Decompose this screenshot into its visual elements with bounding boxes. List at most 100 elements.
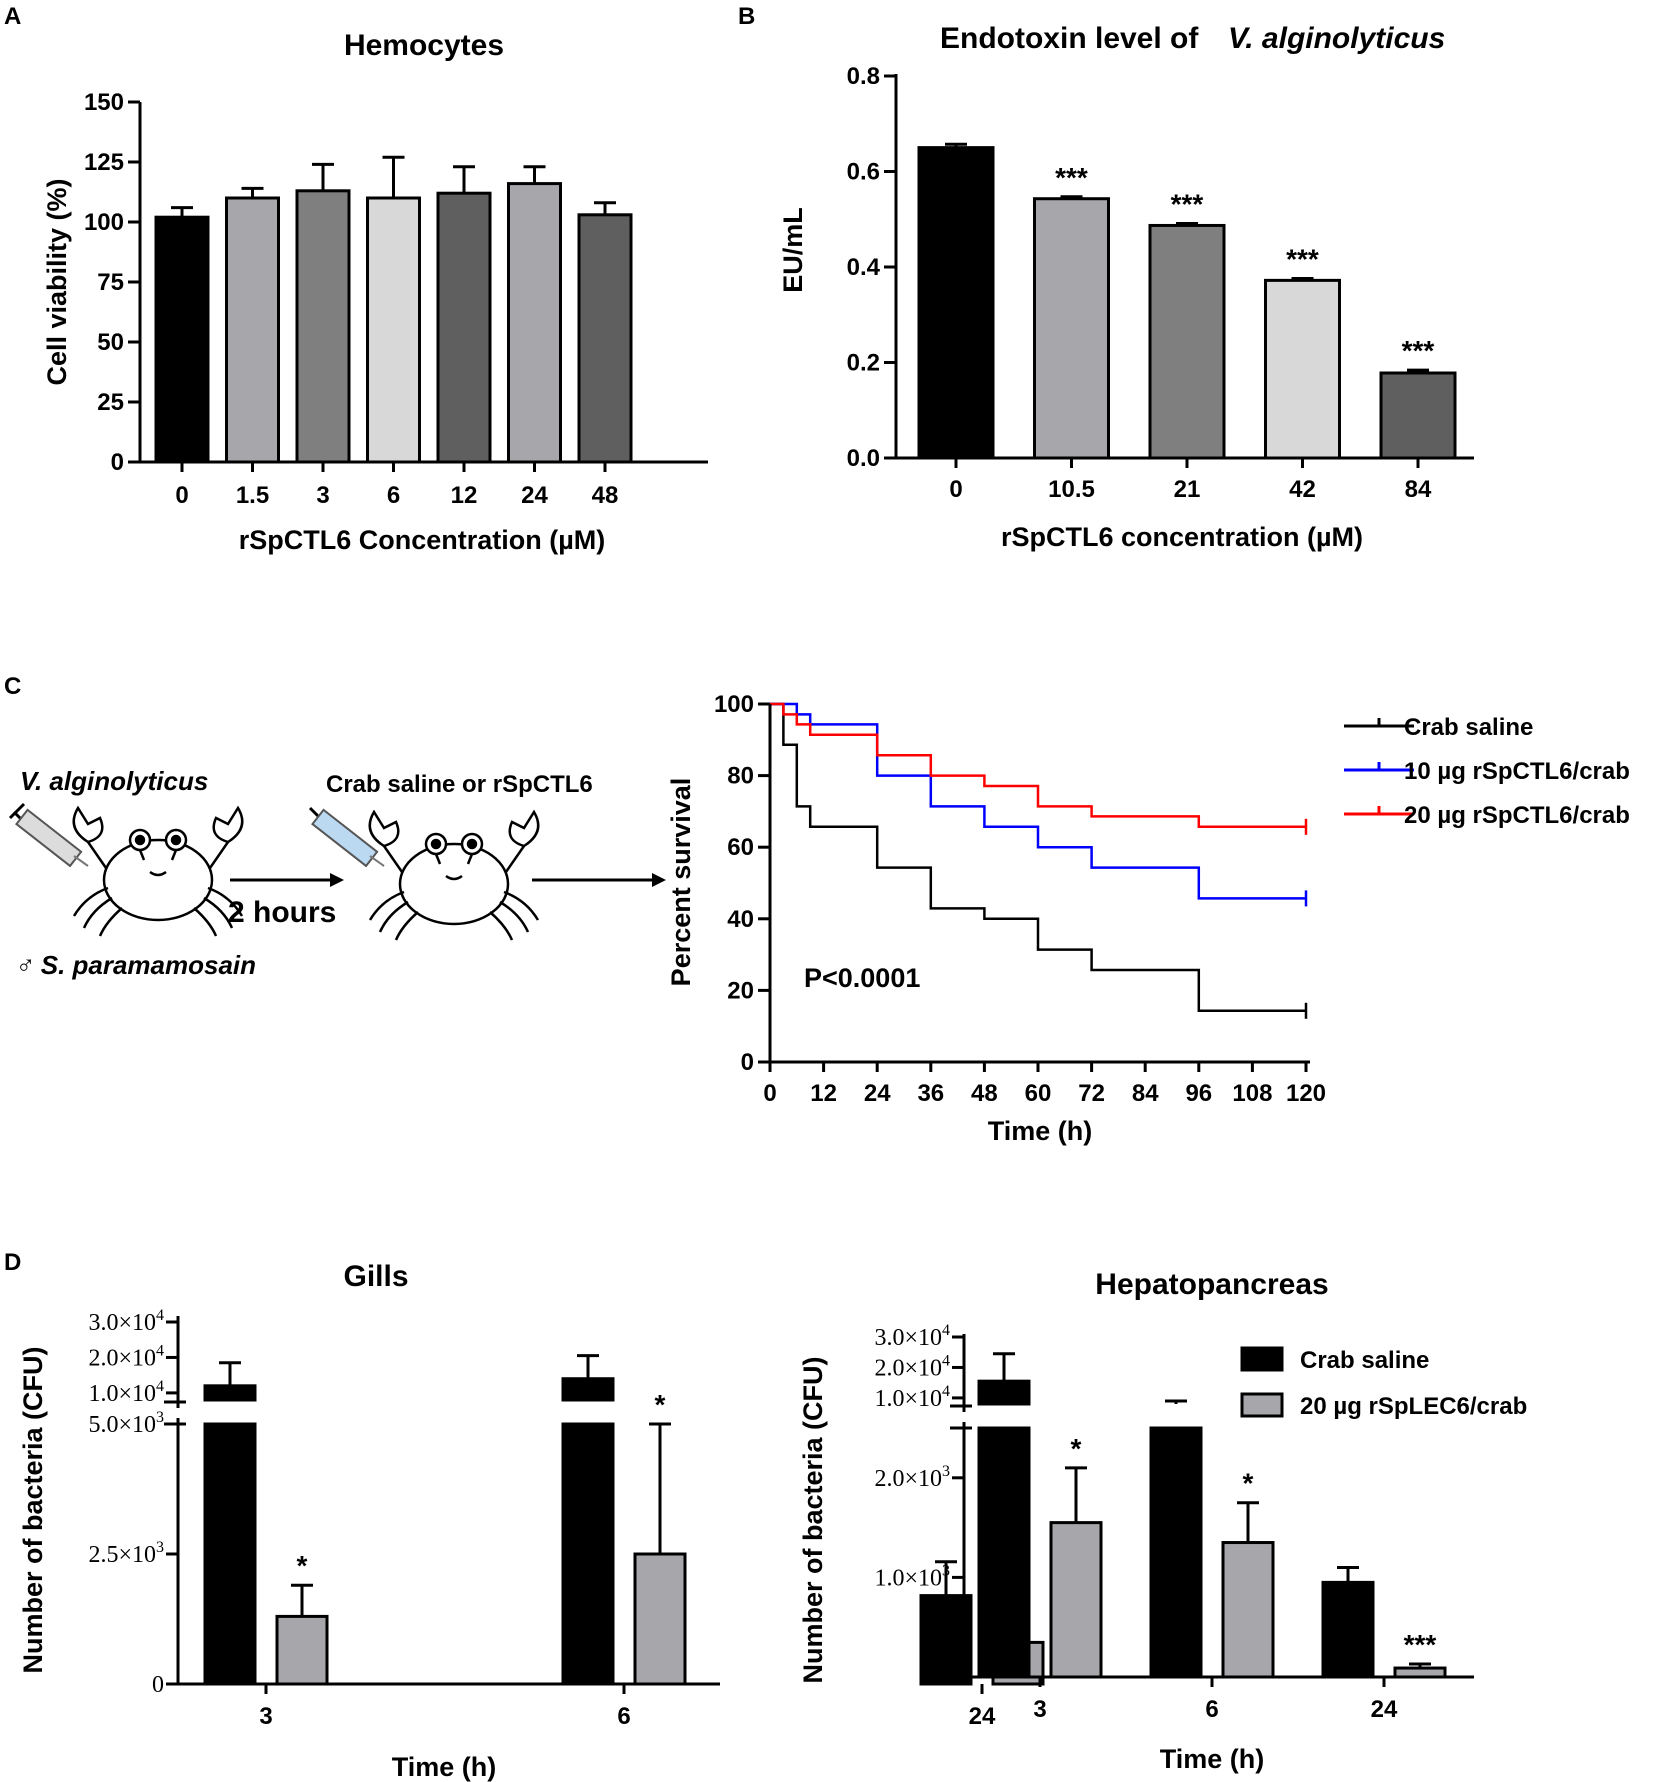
panel-c-series-line [770, 702, 1306, 829]
panel-d-gills-xtick-label: 6 [617, 1703, 630, 1730]
panel-a-ytick-label: 150 [84, 89, 124, 116]
panel-d-hepato-ytick-label: 1.0×103 [874, 1562, 950, 1591]
panel-c-yticks: 0 20 40 60 80 100 [714, 691, 770, 1076]
panel-b-title-text: Endotoxin level of [940, 22, 1199, 55]
panel-d-gills-bars: ** [203, 1354, 1045, 1686]
panel-d-hepato-ytick-label: 0 [938, 1665, 950, 1691]
panel-b-xlabel: rSpCTL6 concentration (µM) [1001, 522, 1363, 552]
panel-label-d: D [4, 1249, 21, 1276]
panel-a-bar [507, 182, 562, 464]
panel-d-gills-significance: * [655, 1389, 666, 1420]
panel-d-gills-title: Gills [343, 1260, 408, 1293]
panel-d-gills-bar-upper [203, 1384, 257, 1402]
panel-a-bar [366, 196, 421, 464]
panel-c-xtick-label: 84 [1132, 1080, 1159, 1107]
panel-d-hepato-title: Hepatopancreas [1095, 1268, 1328, 1301]
arrow-right-icon [230, 873, 344, 887]
panel-d-hepato-bar [1049, 1521, 1103, 1679]
panel-c-legend-label: 20 µg rSpCTL6/crab [1404, 802, 1630, 829]
panel-b-chart: Endotoxin level of V. alginolyticus EU/m… [778, 22, 1474, 552]
panel-d-hepato-chart: Hepatopancreas Number of bacteria (CFU) … [798, 1268, 1527, 1774]
panel-a-xlabel: rSpCTL6 Concentration (µM) [239, 525, 606, 555]
panel-d-gills-xlabel: Time (h) [392, 1752, 497, 1782]
schematic-bacteria-label: V. alginolyticus [20, 766, 208, 796]
panel-d-hepato-significance: *** [1404, 1629, 1437, 1660]
panel-b-ytick-label: 0.2 [847, 350, 880, 377]
panel-b-yticks: 0.0 0.2 0.4 0.6 0.8 [847, 63, 896, 472]
panel-c-pvalue: P<0.0001 [804, 963, 920, 993]
panel-c-xtick-label: 60 [1025, 1080, 1052, 1107]
panel-d-hepato-ytick-label: 3.0×104 [874, 1322, 950, 1351]
panel-d-gills-chart: Gills Number of bacteria (CFU) Time (h) … [18, 1260, 1045, 1782]
panel-c-xtick-label: 72 [1078, 1080, 1105, 1107]
panel-a-ytick-label: 0 [111, 449, 124, 476]
panel-c-ylabel: Percent survival [666, 778, 696, 987]
panel-b-xtick-label: 84 [1405, 476, 1432, 503]
panel-label-b: B [738, 3, 755, 30]
panel-c-ytick-label: 80 [727, 763, 754, 790]
panel-b-bar [1379, 371, 1457, 460]
panel-a-bar [577, 213, 633, 464]
panel-c-chart: Percent survival Time (h) P<0.0001 0 20 40… [666, 691, 1630, 1146]
panel-d-hepato-bar-lower [1149, 1426, 1203, 1679]
panel-c-series-line [770, 702, 1306, 900]
panel-a-ytick-label: 75 [97, 269, 124, 296]
panel-c-xtick-label: 48 [971, 1080, 998, 1107]
panel-d-hepato-significance: * [1071, 1433, 1082, 1464]
panel-d-hepato-legend-swatch [1240, 1346, 1284, 1372]
panel-c-schematic: V. alginolyticus Crab saline or rSpCTL6 … [8, 766, 666, 980]
panel-a-xtick-label: 12 [451, 482, 478, 509]
panel-b-bar [1264, 278, 1341, 460]
panel-b-bar [1148, 223, 1226, 460]
panel-a-title: Hemocytes [344, 29, 504, 62]
panel-d-gills-significance: * [297, 1550, 308, 1581]
panel-a-yticks: 0 25 50 75 100 125 150 [84, 89, 140, 476]
panel-a-xticks: 0 1.5 3 6 12 24 48 [175, 462, 618, 509]
panel-a-bar [436, 191, 492, 464]
panel-d-gills-ylabel: Number of bacteria (CFU) [18, 1346, 48, 1673]
panel-d-hepato-bar [1321, 1580, 1375, 1679]
panel-b-ylabel: EU/mL [778, 207, 808, 293]
crab-icon [368, 809, 540, 941]
panel-c-xtick-label: 108 [1232, 1080, 1272, 1107]
panel-b-ytick-label: 0.4 [847, 254, 881, 281]
panel-c-ytick-label: 0 [741, 1049, 754, 1076]
panel-b-ytick-label: 0.8 [847, 63, 880, 90]
panel-a-ylabel: Cell viability (%) [42, 178, 72, 385]
panel-c-series-line [770, 702, 1306, 1013]
panel-label-a: A [4, 3, 21, 30]
panel-d-hepato-xticks: 3 6 24 [1033, 1677, 1398, 1723]
panel-c-xlabel: Time (h) [988, 1116, 1093, 1146]
panel-b-ytick-label: 0.6 [847, 159, 880, 186]
schematic-species-label: ♂ S. paramamosain [14, 950, 256, 980]
panel-d-gills-xtick-label: 24 [969, 1703, 996, 1730]
panel-a-xtick-label: 3 [316, 482, 329, 509]
panel-b-xticks: 0 10.5 21 42 84 [949, 458, 1432, 503]
panel-d-hepato-xtick-label: 3 [1033, 1696, 1046, 1723]
panel-c-legend: Crab saline 10 µg rSpCTL6/crab 20 µg rSpCT… [1344, 714, 1630, 829]
panel-d-gills-ytick-label: 2.0×104 [88, 1342, 164, 1371]
panel-b-title: Endotoxin level of [940, 22, 1199, 55]
panel-d-gills-ytick-label: 3.0×104 [88, 1307, 164, 1336]
panel-b-significance: *** [1402, 335, 1435, 366]
panel-c-lines [770, 702, 1308, 1019]
panel-d-gills-bar [633, 1552, 687, 1686]
panel-a-ytick-label: 125 [84, 149, 124, 176]
panel-b-significance: *** [1286, 243, 1319, 274]
panel-c-ytick-label: 20 [727, 977, 754, 1004]
panel-a-bars [154, 155, 633, 464]
panel-d-gills-bar [275, 1614, 329, 1686]
panel-d-hepato-ytick-label: 2.0×103 [874, 1463, 950, 1492]
panel-d-hepato-ylabel: Number of bacteria (CFU) [798, 1356, 828, 1683]
panel-d-gills-ytick-label: 2.5×103 [88, 1539, 164, 1568]
panel-c-xtick-label: 12 [810, 1080, 837, 1107]
panel-d-hepato-legend-label: Crab saline [1300, 1347, 1429, 1374]
panel-c-legend-label: 10 µg rSpCTL6/crab [1404, 758, 1630, 785]
panel-c-ytick-label: 100 [714, 691, 754, 718]
panel-c-ytick-label: 60 [727, 834, 754, 861]
panel-c-xtick-label: 24 [864, 1080, 891, 1107]
panel-b-bar [917, 146, 995, 460]
